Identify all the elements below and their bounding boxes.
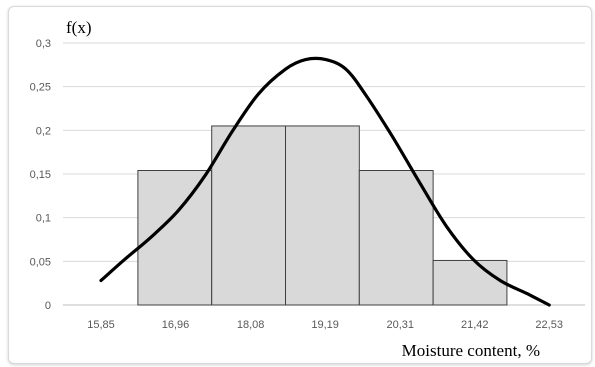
x-tick-label: 16,96 <box>162 319 190 331</box>
histogram-bars <box>137 125 508 306</box>
y-axis-ticks: 0 0,05 0,1 0,15 0,2 0,25 0,3 <box>30 38 51 312</box>
y-tick-label: 0,3 <box>36 38 51 50</box>
x-axis-ticks: 15,85 16,96 18,08 19,19 20,31 21,42 22,53 <box>87 319 563 331</box>
x-tick-label: 19,19 <box>311 319 339 331</box>
x-axis-label: Moisture content, % <box>402 341 540 360</box>
y-tick-label: 0,2 <box>36 125 51 137</box>
y-tick-label: 0,25 <box>30 82 51 94</box>
y-tick-label: 0,1 <box>36 213 51 225</box>
x-tick-label: 18,08 <box>237 319 265 331</box>
x-tick-label: 22,53 <box>535 319 563 331</box>
density-curve-group <box>99 56 551 307</box>
histogram-bar <box>432 259 508 306</box>
x-tick-label: 20,31 <box>386 319 414 331</box>
y-tick-label: 0,15 <box>30 169 51 181</box>
y-tick-label: 0,05 <box>30 256 51 268</box>
density-curve <box>99 56 551 307</box>
y-axis-label: f(x) <box>66 18 91 37</box>
x-tick-label: 21,42 <box>461 319 489 331</box>
histogram-bar <box>358 170 434 306</box>
x-tick-label: 15,85 <box>87 319 115 331</box>
y-tick-label: 0 <box>45 300 51 312</box>
histogram-bar <box>285 125 360 306</box>
histogram-bar <box>211 125 287 306</box>
